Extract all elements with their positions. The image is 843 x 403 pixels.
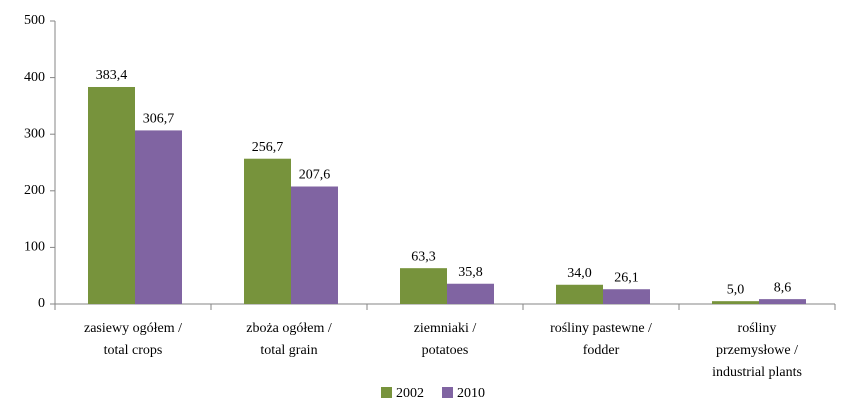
value-label: 35,8	[458, 265, 483, 280]
bar	[291, 186, 338, 304]
value-label: 26,1	[614, 270, 639, 285]
bar	[400, 268, 447, 304]
x-tick-label: total grain	[260, 343, 317, 358]
x-tick-label: przemysłowe /	[716, 343, 798, 358]
bar	[556, 284, 603, 304]
bar	[244, 158, 291, 304]
bar	[712, 301, 759, 304]
y-tick-label: 100	[24, 240, 45, 255]
bar	[447, 283, 494, 304]
x-tick-label: rośliny	[738, 321, 777, 336]
bar	[759, 299, 806, 304]
legend-label: 2010	[457, 386, 485, 401]
value-label: 306,7	[143, 112, 175, 127]
x-tick-label: potatoes	[422, 343, 469, 358]
y-tick-label: 0	[38, 296, 45, 311]
value-label: 8,6	[774, 280, 792, 295]
x-tick-label: industrial plants	[712, 365, 802, 380]
value-label: 207,6	[299, 168, 331, 183]
bar	[135, 130, 182, 304]
value-label: 34,0	[567, 266, 592, 281]
x-tick-label: zboża ogółem /	[246, 321, 332, 336]
x-tick-label: fodder	[583, 343, 620, 358]
value-label: 5,0	[727, 282, 745, 297]
x-tick-label: ziemniaki /	[414, 321, 477, 336]
legend-swatch	[442, 387, 453, 398]
legend-swatch	[381, 387, 392, 398]
y-tick-label: 300	[24, 126, 45, 141]
y-tick-label: 500	[24, 13, 45, 28]
legend-label: 2002	[396, 386, 424, 401]
bar	[603, 289, 650, 304]
value-label: 256,7	[252, 140, 284, 155]
value-label: 383,4	[96, 68, 128, 83]
bar	[88, 86, 135, 304]
x-tick-label: total crops	[104, 343, 163, 358]
x-tick-label: zasiewy ogółem /	[84, 321, 182, 336]
y-tick-label: 400	[24, 70, 45, 85]
y-tick-label: 200	[24, 183, 45, 198]
x-tick-label: rośliny pastewne /	[550, 321, 652, 336]
value-label: 63,3	[411, 249, 436, 264]
